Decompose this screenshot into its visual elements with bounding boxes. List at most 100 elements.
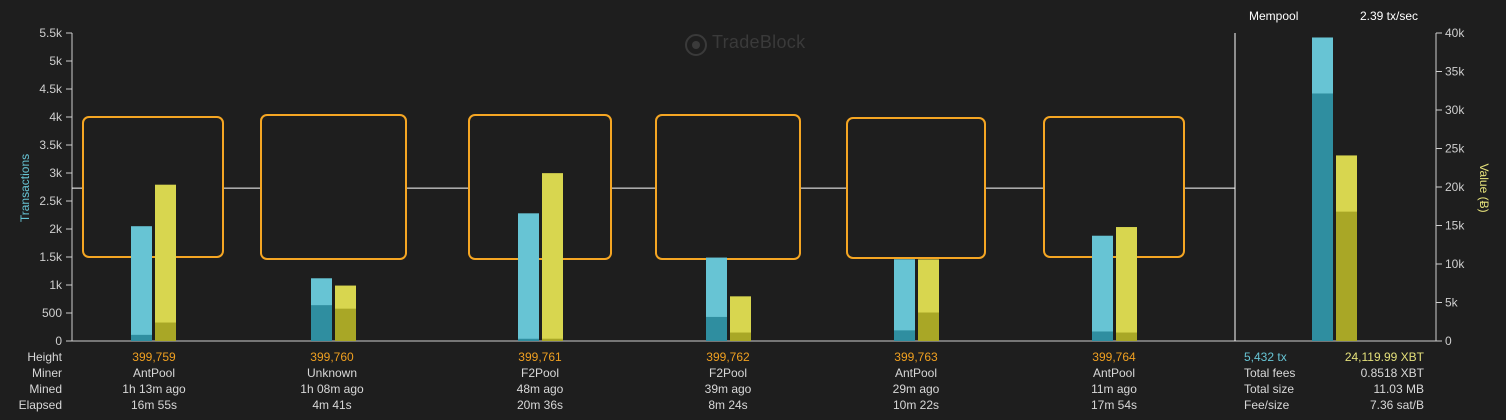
block-size-box [846, 117, 986, 259]
block-height[interactable]: 399,764 [1092, 350, 1136, 364]
mempool-fee-label: Fee/size [1244, 398, 1290, 412]
tx-bar-confirmed [706, 316, 727, 341]
left-axis-ticks: 0 500 1k 1.5k 2k 2.5k 3k 3.5k 4k 4.5k 5k 5.5k [39, 26, 72, 348]
y-axis-title: Transactions [18, 154, 32, 222]
y2-tick-label: 35k [1445, 65, 1465, 79]
tx-bar-confirmed [1312, 93, 1333, 341]
block-miner: AntPool [894, 366, 938, 380]
y2-tick-label: 20k [1445, 180, 1465, 194]
row-mined: Mined 1h 13m ago 1h 08m ago 48m ago 39m … [0, 381, 1506, 397]
value-bar-segment [155, 322, 176, 341]
value-bar-segment [1116, 332, 1137, 341]
tradeblock-logo: TradeBlock [712, 32, 806, 52]
y-tick-label: 2.5k [39, 194, 63, 208]
block-height[interactable]: 399,759 [132, 350, 176, 364]
block-size-box [655, 114, 801, 260]
y2-axis-title: Value (Ƀ) [1477, 163, 1491, 212]
y2-tick-label: 40k [1445, 26, 1465, 40]
tx-bar-confirmed [131, 334, 152, 341]
row-height: Height 399,759 399,760 399,761 399,762 3… [0, 349, 1506, 365]
bars [131, 37, 1357, 341]
value-bar-segment [730, 332, 751, 341]
value-bar-segment [918, 312, 939, 341]
y-tick-label: 500 [42, 306, 62, 320]
y-tick-label: 4k [49, 110, 63, 124]
block-size-boxes [82, 114, 1185, 260]
y2-tick-label: 30k [1445, 103, 1465, 117]
row-label-elapsed: Elapsed [18, 398, 62, 412]
block-size-box [82, 116, 224, 258]
mempool-size-label: Total size [1244, 382, 1295, 396]
y-tick-label: 1.5k [39, 250, 63, 264]
block-mined: 39m ago [704, 382, 752, 396]
value-bar-segment [335, 308, 356, 341]
tx-bar-confirmed [311, 305, 332, 341]
y2-tick-label: 5k [1445, 296, 1459, 310]
block-size-box [260, 114, 407, 260]
block-miner: Unknown [306, 366, 358, 380]
y-tick-label: 4.5k [39, 82, 63, 96]
block-mined: 29m ago [892, 382, 940, 396]
row-label-miner: Miner [31, 366, 62, 380]
mempool-fees: 0.8518 XBT [1360, 366, 1424, 380]
mempool-tx-count: 5,432 tx [1244, 350, 1287, 364]
tx-bar [1092, 235, 1113, 341]
block-miner: AntPool [1092, 366, 1136, 380]
block-elapsed: 10m 22s [892, 398, 940, 412]
tx-bar [894, 259, 915, 341]
y-tick-label: 0 [55, 334, 62, 348]
mempool-value: 24,119.99 XBT [1344, 350, 1424, 364]
value-bar-segment [1336, 211, 1357, 341]
block-elapsed: 16m 55s [130, 398, 178, 412]
value-bar [1116, 227, 1137, 341]
block-mined: 11m ago [1091, 382, 1137, 396]
block-elapsed: 20m 36s [516, 398, 564, 412]
block-size-box [468, 114, 612, 260]
axes [71, 33, 1437, 342]
y-tick-label: 2k [49, 222, 63, 236]
block-height[interactable]: 399,762 [706, 350, 750, 364]
block-elapsed: 8m 24s [708, 398, 748, 412]
block-elapsed: 17m 54s [1090, 398, 1138, 412]
y2-tick-label: 0 [1445, 334, 1452, 348]
block-height[interactable]: 399,760 [310, 350, 354, 364]
block-miner: AntPool [132, 366, 176, 380]
y-tick-label: 5k [49, 54, 63, 68]
tradeblock-logo-icon [685, 34, 707, 56]
value-bar [155, 184, 176, 341]
tx-bar [518, 213, 539, 341]
row-label-height: Height [27, 350, 62, 364]
value-bar [730, 296, 751, 341]
mempool-fees-label: Total fees [1244, 366, 1296, 380]
value-bar [542, 173, 563, 341]
mempool-size: 11.03 MB [1373, 382, 1424, 396]
block-height[interactable]: 399,763 [894, 350, 938, 364]
row-miner: Miner AntPool Unknown F2Pool F2Pool AntP… [0, 365, 1506, 381]
right-axis-ticks: 0 5k 10k 15k 20k 25k 30k 35k 40k [1436, 26, 1465, 348]
y-tick-label: 5.5k [39, 26, 63, 40]
tx-bar-confirmed [894, 330, 915, 341]
y-tick-label: 1k [49, 278, 63, 292]
y2-tick-label: 15k [1445, 219, 1465, 233]
mempool-rate: 2.39 tx/sec [1359, 9, 1418, 23]
block-elapsed: 4m 41s [312, 398, 352, 412]
y2-tick-label: 10k [1445, 257, 1465, 271]
value-bar-segment [542, 338, 563, 341]
mempool-fee: 7.36 sat/B [1369, 398, 1424, 412]
block-miner: F2Pool [708, 366, 748, 380]
mempool-title: Mempool [1249, 9, 1299, 23]
y-tick-label: 3.5k [39, 138, 63, 152]
block-height[interactable]: 399,761 [518, 350, 562, 364]
y-tick-label: 3k [49, 166, 63, 180]
tx-bar-confirmed [518, 338, 539, 341]
block-mined: 1h 08m ago [300, 382, 364, 396]
block-miner: F2Pool [520, 366, 560, 380]
block-mined: 48m ago [516, 382, 564, 396]
tx-bar [131, 226, 152, 341]
chart: 0 500 1k 1.5k 2k 2.5k 3k 3.5k 4k 4.5k 5k 5.5k 0 5k 10… [18, 26, 1491, 348]
tx-bar-confirmed [1092, 331, 1113, 341]
row-elapsed: Elapsed 16m 55s 4m 41s 20m 36s 8m 24s 10… [0, 397, 1506, 413]
row-label-mined: Mined [29, 382, 62, 396]
block-size-box [1043, 116, 1185, 258]
y2-tick-label: 25k [1445, 142, 1465, 156]
